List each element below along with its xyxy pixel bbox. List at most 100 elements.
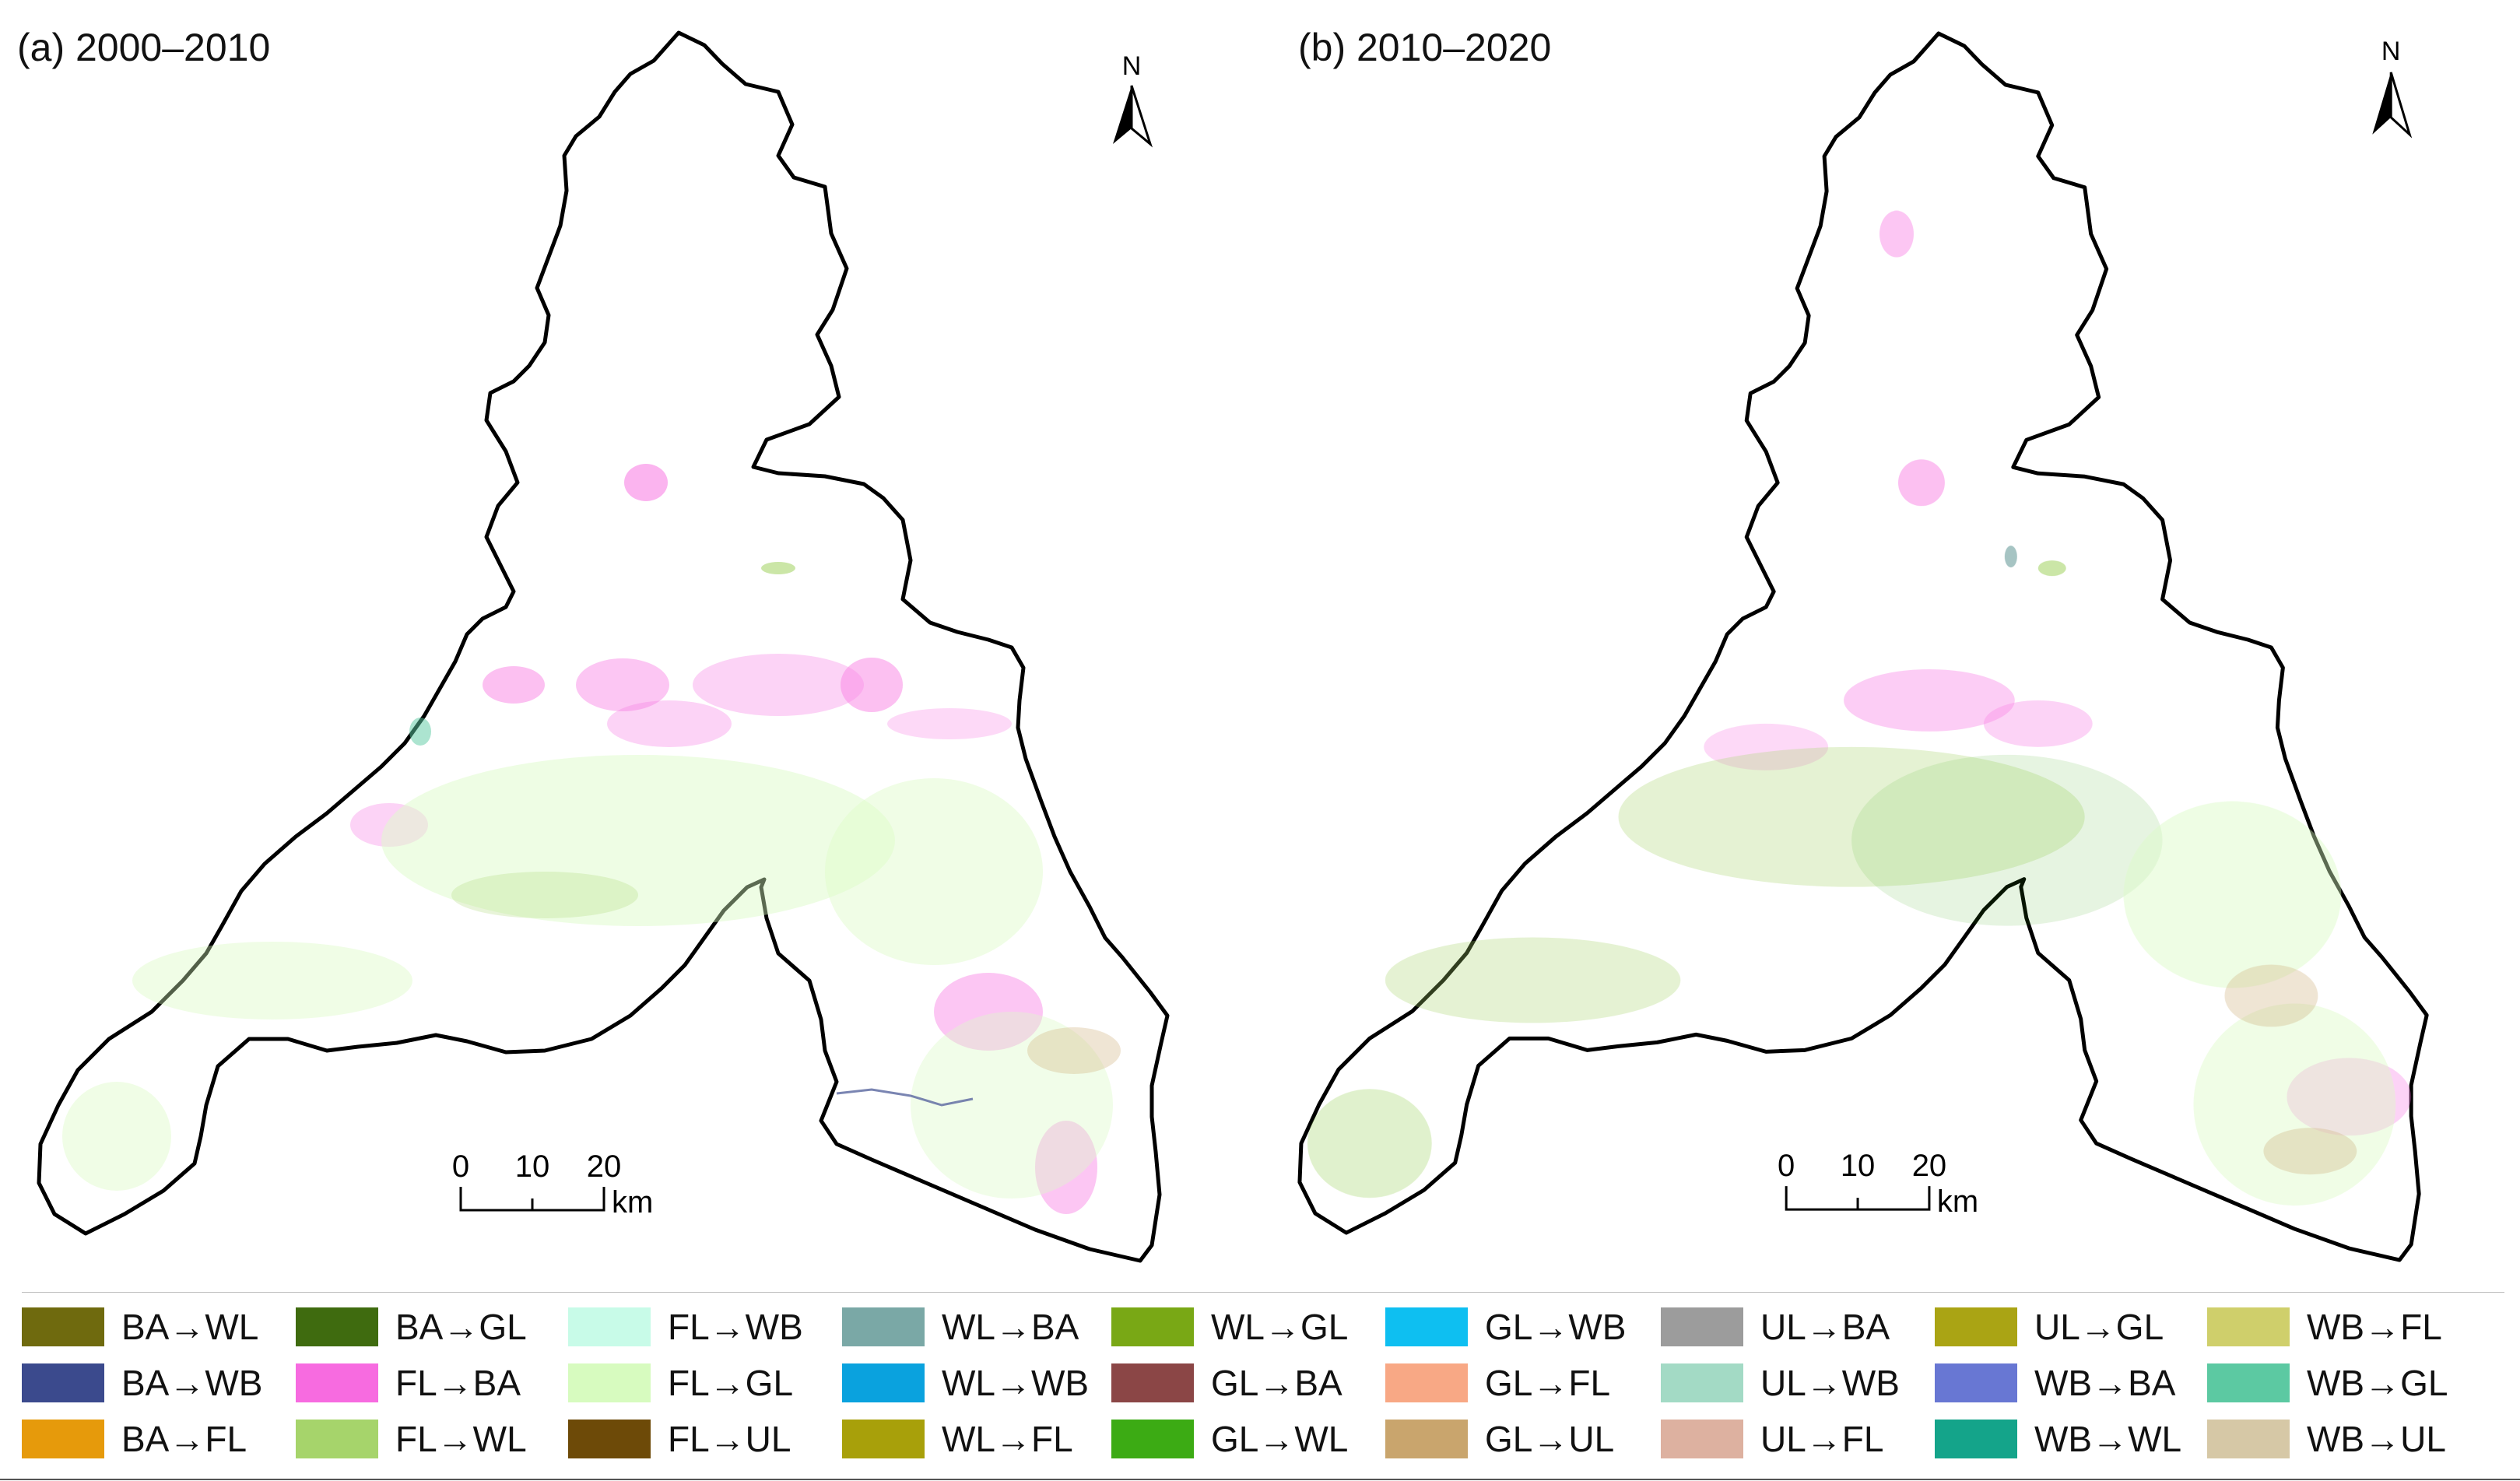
region-boundary (37, 30, 1170, 1263)
legend-divider (22, 1292, 2504, 1293)
legend-item: BA→WL (22, 1306, 258, 1348)
legend-label: GL→WL (1211, 1419, 1349, 1459)
legend-item: UL→WB (1661, 1362, 1900, 1404)
legend-item: WL→BA (842, 1306, 1079, 1348)
legend-label: UL→GL (2034, 1307, 2164, 1347)
legend-swatch (1385, 1420, 1468, 1458)
legend-swatch (2207, 1363, 2290, 1402)
legend-label: UL→FL (1760, 1419, 1884, 1459)
scale-tick-label: 0 (452, 1149, 469, 1184)
legend-item: GL→WL (1111, 1418, 1348, 1460)
scale-bar: 0 10 20 km (452, 1149, 653, 1220)
legend-item: WB→GL (2207, 1362, 2448, 1404)
legend-item: FL→WL (296, 1418, 527, 1460)
legend-label: UL→WB (1760, 1363, 1900, 1403)
legend-item: WB→WL (1935, 1418, 2181, 1460)
map-panel-a: N 0 10 20 km (37, 30, 1170, 1263)
legend-label: WL→WB (942, 1363, 1090, 1403)
legend-swatch (296, 1307, 378, 1346)
scale-unit: km (1937, 1184, 1978, 1219)
scale-tick-label: 20 (1912, 1149, 1946, 1183)
legend-swatch (842, 1307, 925, 1346)
legend-swatch (568, 1363, 651, 1402)
scale-bar: 0 10 20 km (1778, 1149, 1978, 1219)
legend-swatch (1111, 1307, 1194, 1346)
legend-label: WB→UL (2307, 1419, 2446, 1459)
legend-swatch (1111, 1363, 1194, 1402)
legend-item: GL→UL (1385, 1418, 1614, 1460)
legend-swatch (296, 1363, 378, 1402)
panel-a-title: (a) 2000–2010 (17, 26, 271, 69)
north-label: N (2381, 37, 2401, 66)
legend: BA→WL BA→WB BA→FL BA→GL FL→BA FL→WL FL→WB FL→GL… (22, 1298, 2504, 1481)
legend-label: UL→BA (1760, 1307, 1890, 1347)
legend-item: UL→FL (1661, 1418, 1883, 1460)
scale-unit: km (612, 1185, 653, 1220)
map-panel-b: N 0 10 20 km (1297, 31, 2429, 1262)
legend-swatch (1935, 1420, 2017, 1458)
legend-swatch (842, 1420, 925, 1458)
legend-label: FL→WB (668, 1307, 803, 1347)
legend-item: GL→FL (1385, 1362, 1610, 1404)
legend-label: WB→FL (2307, 1307, 2442, 1347)
legend-label: WB→BA (2034, 1363, 2176, 1403)
legend-label: GL→BA (1211, 1363, 1342, 1403)
legend-item: WL→GL (1111, 1306, 1348, 1348)
legend-label: WL→FL (942, 1419, 1073, 1459)
legend-label: GL→FL (1485, 1363, 1611, 1403)
legend-swatch (1661, 1420, 1743, 1458)
legend-label: FL→WL (395, 1419, 527, 1459)
legend-label: WL→GL (1211, 1307, 1349, 1347)
legend-swatch (2207, 1307, 2290, 1346)
scale-tick-label: 10 (1841, 1149, 1875, 1183)
scale-tick-label: 10 (515, 1149, 550, 1184)
legend-label: GL→WB (1485, 1307, 1627, 1347)
legend-swatch (296, 1420, 378, 1458)
legend-swatch (1385, 1307, 1468, 1346)
legend-item: WB→FL (2207, 1306, 2442, 1348)
legend-item: FL→UL (568, 1418, 791, 1460)
legend-swatch (1661, 1307, 1743, 1346)
legend-label: FL→GL (668, 1363, 794, 1403)
legend-item: GL→BA (1111, 1362, 1342, 1404)
legend-item: WL→FL (842, 1418, 1073, 1460)
legend-swatch (1111, 1420, 1194, 1458)
legend-label: WB→GL (2307, 1363, 2448, 1403)
legend-item: FL→WB (568, 1306, 803, 1348)
legend-swatch (1661, 1363, 1743, 1402)
legend-item: BA→GL (296, 1306, 527, 1348)
legend-swatch (1935, 1307, 2017, 1346)
legend-item: WL→WB (842, 1362, 1089, 1404)
legend-swatch (1935, 1363, 2017, 1402)
legend-swatch (22, 1420, 104, 1458)
north-arrow: N (1113, 51, 1153, 148)
legend-item: FL→GL (568, 1362, 793, 1404)
legend-label: FL→UL (668, 1419, 791, 1459)
legend-item: UL→BA (1661, 1306, 1890, 1348)
legend-item: FL→BA (296, 1362, 521, 1404)
legend-item: WB→BA (1935, 1362, 2175, 1404)
change-patches (1307, 210, 2412, 1206)
legend-swatch (22, 1307, 104, 1346)
legend-swatch (2207, 1420, 2290, 1458)
legend-label: WB→WL (2034, 1419, 2182, 1459)
legend-item: BA→FL (22, 1418, 247, 1460)
legend-item: UL→GL (1935, 1306, 2164, 1348)
north-label: N (1122, 51, 1142, 81)
bottom-rule (0, 1479, 2520, 1480)
legend-label: WL→BA (942, 1307, 1079, 1347)
legend-label: BA→FL (121, 1419, 247, 1459)
north-arrow: N (2372, 37, 2413, 139)
change-patches (62, 464, 1121, 1214)
legend-label: FL→BA (395, 1363, 521, 1403)
legend-swatch (22, 1363, 104, 1402)
legend-label: BA→WB (121, 1363, 263, 1403)
scale-tick-label: 20 (587, 1149, 622, 1184)
legend-swatch (568, 1307, 651, 1346)
legend-label: BA→WL (121, 1307, 259, 1347)
legend-swatch (842, 1363, 925, 1402)
scale-tick-label: 0 (1778, 1149, 1795, 1183)
legend-swatch (1385, 1363, 1468, 1402)
legend-swatch (568, 1420, 651, 1458)
legend-item: BA→WB (22, 1362, 262, 1404)
